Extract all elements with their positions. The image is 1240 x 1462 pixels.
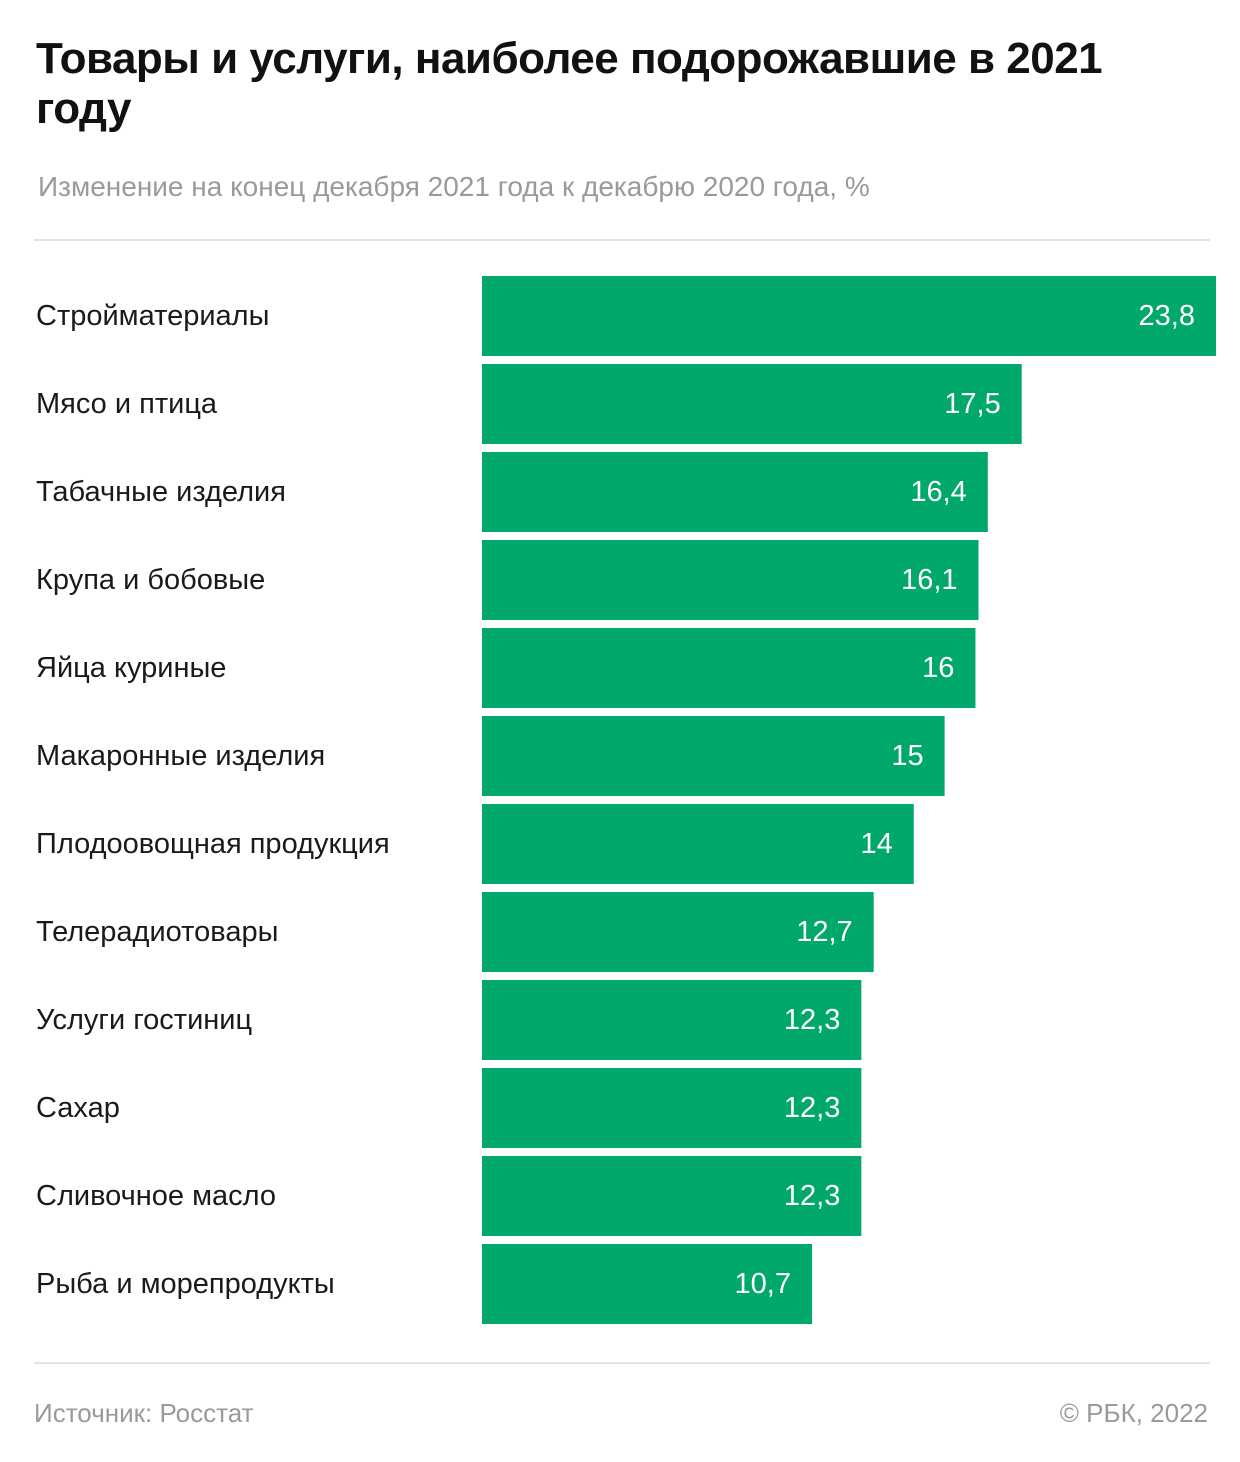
- bar: [482, 980, 862, 1060]
- category-label: Услуги гостиниц: [36, 1004, 252, 1036]
- category-label: Макаронные изделия: [36, 740, 325, 772]
- category-label: Крупа и бобовые: [36, 564, 265, 596]
- category-label: Яйца куриные: [36, 652, 226, 684]
- value-label: 16: [922, 652, 954, 684]
- value-label: 23,8: [1139, 300, 1195, 332]
- category-label: Стройматериалы: [36, 300, 269, 332]
- copyright-note: © РБК, 2022: [1059, 1398, 1208, 1428]
- category-label: Рыба и морепродукты: [36, 1268, 335, 1300]
- value-label: 12,3: [784, 1092, 840, 1124]
- value-label: 16,4: [910, 476, 966, 508]
- category-label: Плодоовощная продукция: [36, 828, 390, 860]
- bottom-divider: [34, 1362, 1210, 1364]
- bar: [482, 628, 976, 708]
- bar: [482, 716, 945, 796]
- value-label: 12,3: [784, 1004, 840, 1036]
- value-label: 10,7: [735, 1268, 791, 1300]
- bar: [482, 364, 1022, 444]
- bar: [482, 1244, 812, 1324]
- category-label: Сахар: [36, 1092, 120, 1124]
- value-label: 12,7: [796, 916, 852, 948]
- category-label: Мясо и птица: [36, 388, 218, 420]
- bar: [482, 1156, 862, 1236]
- value-label: 17,5: [944, 388, 1000, 420]
- value-label: 15: [891, 740, 923, 772]
- bar: [482, 804, 914, 884]
- value-label: 12,3: [784, 1180, 840, 1212]
- source-note: Источник: Росстат: [34, 1398, 254, 1428]
- bar: [482, 892, 874, 972]
- chart-subtitle: Изменение на конец декабря 2021 года к д…: [38, 171, 870, 202]
- top-divider: [34, 239, 1210, 241]
- bar: [482, 1068, 862, 1148]
- bar: [482, 540, 979, 620]
- bar: [482, 276, 1216, 356]
- chart-title: Товары и услуги, наиболее подорожавшие в…: [36, 34, 1103, 133]
- value-label: 14: [860, 828, 892, 860]
- category-label: Телерадиотовары: [36, 916, 278, 948]
- category-label: Сливочное масло: [36, 1180, 276, 1212]
- bar: [482, 452, 988, 532]
- category-label: Табачные изделия: [36, 476, 286, 508]
- value-label: 16,1: [901, 564, 957, 596]
